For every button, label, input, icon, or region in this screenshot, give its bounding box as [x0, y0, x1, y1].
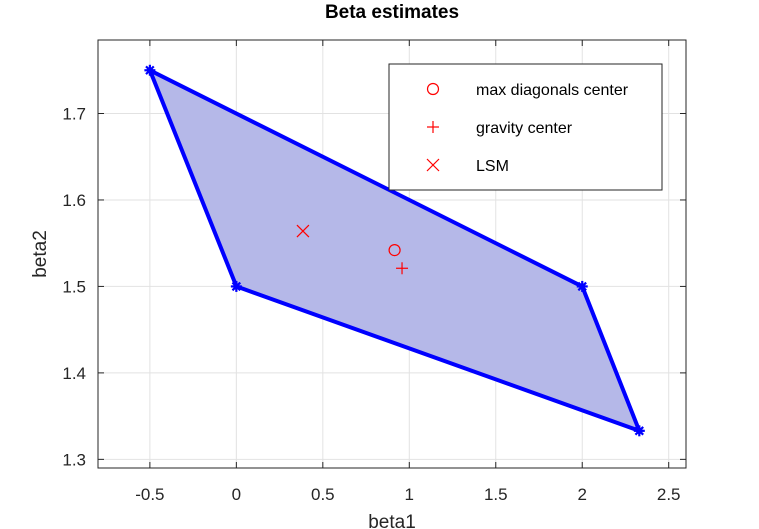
x-tick-label: -0.5	[135, 485, 164, 504]
x-tick-label: 0	[232, 485, 241, 504]
vertex-marker-core	[146, 67, 154, 74]
x-tick-label: 0.5	[311, 485, 335, 504]
polygon-group	[144, 64, 645, 437]
y-tick-label: 1.3	[62, 450, 86, 469]
y-axis-label: beta2	[30, 230, 51, 278]
x-tick-label: 2.5	[657, 485, 681, 504]
x-tick-label: 1	[405, 485, 414, 504]
vertex-marker-core	[233, 283, 240, 290]
x-tick-label: 1.5	[484, 485, 508, 504]
y-tick-label: 1.6	[62, 191, 86, 210]
legend-entry-label: gravity center	[476, 120, 573, 137]
legend-marker-circle	[426, 82, 440, 96]
y-tick-label: 1.5	[62, 277, 86, 296]
data-point-plus	[396, 262, 409, 275]
legend-marker-plus	[427, 121, 439, 133]
legend-marker-x	[426, 158, 440, 172]
plot-frame	[97, 39, 687, 469]
markers-group	[296, 224, 409, 275]
vertex-marker-core	[636, 427, 643, 435]
y-tick-label: 1.7	[62, 104, 86, 123]
legend-entry-label: max diagonals center	[476, 82, 629, 99]
axis-ticks: -0.5 0 0.5 1 1.5 2 2.5 1.3 1.4 1.5 1.6 1.7	[62, 40, 686, 504]
vertex-marker	[230, 280, 242, 292]
x-marker-b	[296, 224, 310, 238]
legend: max diagonals center gravity center LSM	[388, 63, 663, 191]
y-tick-label: 1.4	[62, 364, 86, 383]
data-point-x	[296, 224, 310, 238]
vertex-marker-core	[579, 283, 586, 290]
chart-title: Beta estimates	[325, 2, 459, 23]
vertex-marker	[144, 64, 156, 76]
x-axis-label: beta1	[368, 512, 416, 529]
x-marker-b	[426, 158, 440, 172]
legend-entry-label: LSM	[476, 158, 509, 175]
data-point-circle	[388, 244, 401, 257]
vertex-marker	[576, 280, 588, 292]
vertex-marker	[633, 425, 645, 437]
x-tick-label: 2	[578, 485, 587, 504]
